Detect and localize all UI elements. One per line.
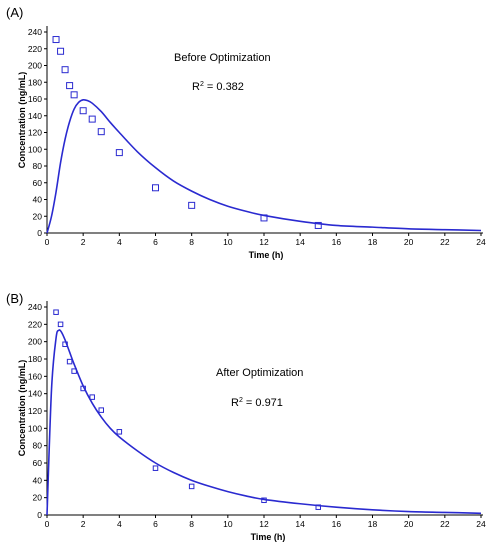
- x-tick-label: 12: [259, 237, 269, 247]
- observed-data-point: [70, 91, 78, 99]
- x-tick-label: 16: [332, 519, 342, 529]
- annotation-title: After Optimization: [216, 367, 303, 379]
- observed-data-point: [152, 465, 159, 471]
- observed-data-point: [89, 394, 95, 400]
- observed-data-point: [88, 115, 96, 123]
- x-tick-label: 24: [476, 519, 486, 529]
- x-tick-label: 18: [368, 519, 378, 529]
- observed-data-point: [66, 82, 74, 90]
- x-tick-label: 24: [476, 237, 486, 247]
- x-tick-label: 4: [117, 519, 122, 529]
- y-tick-label: 120: [28, 406, 42, 416]
- x-tick-label: 6: [153, 519, 158, 529]
- x-tick-label: 14: [295, 237, 305, 247]
- y-tick-label: 140: [28, 111, 42, 121]
- r-squared-label: R2 = 0.382: [192, 81, 244, 93]
- observed-data-point: [115, 149, 123, 157]
- y-tick-label: 80: [33, 161, 43, 171]
- y-tick-label: 60: [33, 178, 43, 188]
- observed-data-point: [79, 107, 87, 115]
- y-tick-label: 100: [28, 144, 42, 154]
- x-tick-label: 20: [404, 237, 414, 247]
- x-tick-label: 12: [259, 519, 269, 529]
- chart-panel-a: (A) Before Optimization R2 = 0.382 Time …: [6, 5, 486, 260]
- y-tick-label: 40: [33, 475, 43, 485]
- y-tick-label: 20: [33, 493, 43, 503]
- y-tick-label: 0: [37, 228, 42, 238]
- x-tick-label: 14: [295, 519, 305, 529]
- x-tick-label: 22: [440, 519, 450, 529]
- y-tick-label: 120: [28, 128, 42, 138]
- y-tick-label: 240: [28, 302, 42, 312]
- x-tick-label: 10: [223, 519, 233, 529]
- observed-data-point: [57, 47, 65, 55]
- y-tick-label: 160: [28, 94, 42, 104]
- y-tick-label: 140: [28, 389, 42, 399]
- y-tick-label: 40: [33, 195, 43, 205]
- x-tick-label: 8: [189, 237, 194, 247]
- x-tick-label: 0: [45, 519, 50, 529]
- x-tick-label: 6: [153, 237, 158, 247]
- panel-label: (A): [6, 5, 23, 20]
- y-tick-label: 160: [28, 371, 42, 381]
- y-axis-label: Concentration (ng/mL): [17, 360, 27, 457]
- y-tick-label: 220: [28, 319, 42, 329]
- observed-data-point: [98, 407, 104, 413]
- y-tick-label: 200: [28, 61, 42, 71]
- observed-data-point: [116, 429, 123, 435]
- y-tick-label: 220: [28, 44, 42, 54]
- observed-data-point: [52, 36, 60, 44]
- fitted-curve: [46, 329, 482, 516]
- observed-data-point: [61, 66, 69, 74]
- x-axis-label: Time (h): [251, 532, 286, 542]
- chart-panel-b: (B) After Optimization R2 = 0.971 Time (…: [6, 291, 486, 542]
- x-tick-label: 2: [81, 519, 86, 529]
- r-squared-label: R2 = 0.971: [231, 397, 283, 409]
- x-tick-label: 8: [189, 519, 194, 529]
- observed-data-point: [152, 184, 159, 192]
- observed-data-point: [97, 128, 105, 136]
- y-tick-label: 180: [28, 77, 42, 87]
- y-tick-label: 180: [28, 354, 42, 364]
- x-tick-label: 22: [440, 237, 450, 247]
- observed-data-point: [53, 309, 59, 315]
- y-tick-label: 100: [28, 423, 42, 433]
- y-tick-label: 80: [33, 441, 43, 451]
- x-tick-label: 20: [404, 519, 414, 529]
- y-tick-label: 60: [33, 458, 43, 468]
- y-tick-label: 20: [33, 211, 43, 221]
- observed-data-point: [57, 321, 64, 328]
- observed-data-point: [188, 201, 196, 209]
- observed-data-point: [66, 358, 73, 365]
- x-tick-label: 16: [332, 237, 342, 247]
- x-tick-label: 18: [368, 237, 378, 247]
- y-axis-label: Concentration (ng/mL): [17, 72, 27, 169]
- x-tick-label: 4: [117, 237, 122, 247]
- x-axis-label: Time (h): [249, 250, 284, 260]
- x-tick-label: 10: [223, 237, 233, 247]
- observed-data-point: [188, 483, 195, 490]
- x-tick-label: 0: [45, 237, 50, 247]
- annotation-title: Before Optimization: [174, 52, 271, 64]
- panel-label: (B): [6, 291, 23, 306]
- fitted-curve: [46, 98, 482, 234]
- x-tick-label: 2: [81, 237, 86, 247]
- y-tick-label: 200: [28, 337, 42, 347]
- y-tick-label: 0: [37, 510, 42, 520]
- y-tick-label: 240: [28, 27, 42, 37]
- observed-data-point: [314, 221, 322, 229]
